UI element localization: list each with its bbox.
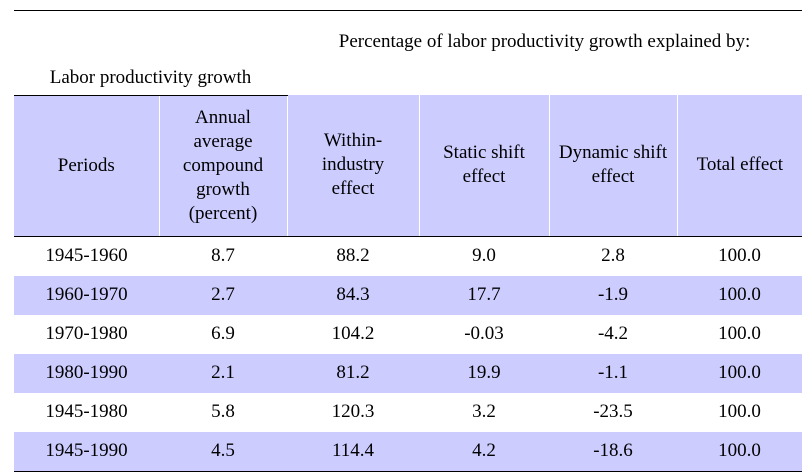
col-header-annual-growth: Annual average compound growth (percent): [158, 95, 288, 237]
annual-growth-cell: 6.9: [211, 323, 235, 344]
static-shift-cell: 4.2: [419, 431, 550, 472]
static-shift-cell: -0.03: [464, 323, 504, 344]
dynamic-shift-cell: -23.5: [593, 401, 633, 422]
period-cell: 1960-1970: [14, 275, 159, 315]
table-row: 1945-1960 8.7 88.2 9.0 2.8 100.0: [14, 236, 802, 276]
static-shift-cell: 3.2: [472, 401, 496, 422]
within-industry-cell: 120.3: [331, 401, 375, 422]
total-effect-cell: 100.0: [677, 353, 803, 393]
table-row: 1945-1990 4.5 114.4 4.2 -18.6 100.0: [14, 431, 803, 472]
within-industry-cell: 88.2: [336, 245, 370, 266]
total-effect-cell: 100.0: [718, 323, 761, 344]
dynamic-shift-cell: 2.8: [601, 245, 625, 266]
period-cell: 1945-1960: [45, 245, 128, 266]
productivity-table-container: Labor productivity growth Percentage of …: [14, 10, 803, 472]
annual-growth-cell: 5.8: [211, 401, 235, 422]
productivity-table: Labor productivity growth Percentage of …: [14, 10, 803, 472]
annual-growth-cell: 8.7: [211, 245, 235, 266]
dynamic-shift-cell: -18.6: [549, 431, 678, 472]
col-header-within-industry: Within-industry effect: [286, 95, 420, 237]
total-effect-cell: 100.0: [677, 431, 803, 472]
within-industry-cell: 104.2: [331, 323, 375, 344]
period-cell: 1945-1980: [45, 401, 128, 422]
group-header-row: Labor productivity growth Percentage of …: [14, 10, 803, 96]
dynamic-shift-cell: -1.9: [549, 275, 678, 315]
table-row: 1980-1990 2.1 81.2 19.9 -1.1 100.0: [14, 353, 803, 393]
annual-growth-cell: 4.5: [159, 431, 288, 472]
table-body: 1945-1960 8.7 88.2 9.0 2.8 100.0 1960-1970 2.7 8…: [14, 236, 803, 472]
within-industry-cell: 84.3: [287, 275, 420, 315]
group-header-percentage-explained: Percentage of labor productivity growth …: [287, 10, 803, 95]
period-cell: 1980-1990: [14, 353, 159, 393]
group-header-labor-productivity: Labor productivity growth: [14, 10, 288, 96]
annual-growth-cell: 2.7: [159, 275, 288, 315]
period-cell: 1970-1980: [45, 323, 128, 344]
static-shift-cell: 9.0: [472, 245, 496, 266]
period-cell: 1945-1990: [14, 431, 159, 472]
col-header-static-shift: Static shift effect: [418, 95, 550, 237]
static-shift-cell: 17.7: [419, 275, 550, 315]
col-header-dynamic-shift: Dynamic shift effect: [548, 95, 678, 237]
total-effect-cell: 100.0: [718, 401, 761, 422]
table-row: 1945-1980 5.8 120.3 3.2 -23.5 100.0: [14, 393, 802, 432]
table-row: 1970-1980 6.9 104.2 -0.03 -4.2 100.0: [14, 315, 802, 354]
within-industry-cell: 114.4: [287, 431, 420, 472]
dynamic-shift-cell: -4.2: [597, 323, 629, 344]
total-effect-cell: 100.0: [677, 275, 803, 315]
annual-growth-cell: 2.1: [159, 353, 288, 393]
col-header-total-effect: Total effect: [676, 95, 803, 237]
column-header-row: Periods Annual average compound growth (…: [14, 95, 803, 237]
static-shift-cell: 19.9: [419, 353, 550, 393]
dynamic-shift-cell: -1.1: [549, 353, 678, 393]
col-header-periods: Periods: [14, 95, 159, 237]
total-effect-cell: 100.0: [718, 245, 761, 266]
table-row: 1960-1970 2.7 84.3 17.7 -1.9 100.0: [14, 275, 803, 315]
within-industry-cell: 81.2: [287, 353, 420, 393]
